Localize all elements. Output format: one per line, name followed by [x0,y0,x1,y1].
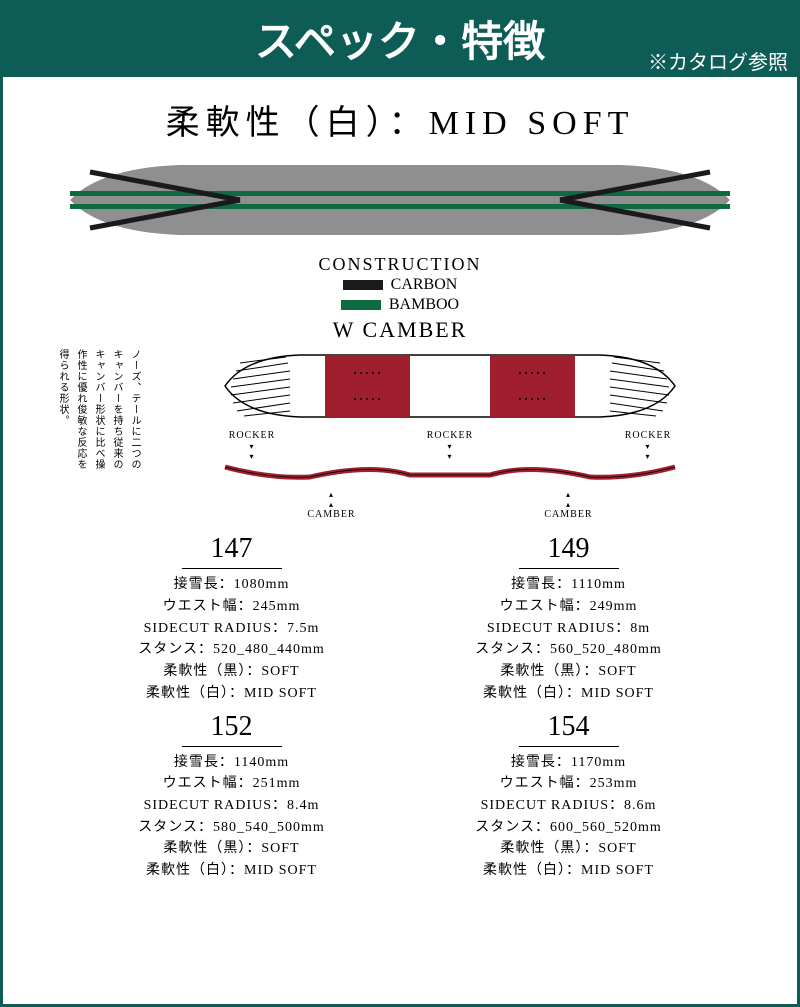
spec-size: 147 [83,533,380,565]
chevron-up-icon: ▴▴ [566,490,571,509]
spec-block: 147 接雪長：1080mmウエスト幅：245mmSIDECUT RADIUS：7… [83,533,380,704]
rocker-label-right: ROCKER▾▾ [625,430,672,461]
spec-separator [519,568,619,569]
spec-line: 柔軟性（黒）：SOFT [83,661,380,683]
spec-line: スタンス：600_560_520mm [420,817,717,839]
camber-diagram: ROCKER▾▾ ROCKER▾▾ ROCKER▾▾ ▴▴CAMBER ▴▴CA… [153,349,747,521]
spec-line: ウエスト幅：253mm [420,773,717,795]
spec-line: 柔軟性（白）：MID SOFT [83,860,380,882]
legend-item-bamboo: BAMBOO [341,296,459,314]
content-area: 柔軟性（白）：MID SOFT CONSTRUCTION CARBON BAMB… [0,77,800,1007]
camber-description: ノーズ、テールに二つのキャンバーを持ち従来のキャンバー形状に比べ操作性に優れ俊敏… [53,349,143,479]
rocker-label-center: ROCKER▾▾ [427,430,474,461]
spec-block: 149 接雪長：1110mmウエスト幅：249mmSIDECUT RADIUS：8… [420,533,717,704]
construction-legend: CARBON BAMBOO [23,275,777,315]
spec-line: 接雪長：1140mm [83,752,380,774]
spec-size: 154 [420,711,717,743]
camber-label-left: ▴▴CAMBER [307,490,355,521]
camber-section: ノーズ、テールに二つのキャンバーを持ち従来のキャンバー形状に比べ操作性に優れ俊敏… [23,349,777,521]
chevron-down-icon: ▾▾ [645,442,650,461]
chevron-down-icon: ▾▾ [249,442,254,461]
camber-labels: ▴▴CAMBER ▴▴CAMBER [153,490,747,521]
rocker-labels: ROCKER▾▾ ROCKER▾▾ ROCKER▾▾ [153,430,747,461]
spec-size: 149 [420,533,717,565]
spec-line: SIDECUT RADIUS：8.4m [83,795,380,817]
spec-block: 154 接雪長：1170mmウエスト幅：253mmSIDECUT RADIUS：8… [420,711,717,882]
construction-title: CONSTRUCTION [23,254,777,275]
spec-line: SIDECUT RADIUS：8.6m [420,795,717,817]
swatch-bamboo [341,300,381,310]
spec-line: 接雪長：1110mm [420,574,717,596]
spec-separator [519,746,619,747]
spec-line: ウエスト幅：251mm [83,773,380,795]
chevron-up-icon: ▴▴ [329,490,334,509]
spec-line: ウエスト幅：245mm [83,596,380,618]
legend-item-carbon: CARBON [343,276,458,294]
legend-label-bamboo: BAMBOO [389,296,459,314]
spec-line: 接雪長：1170mm [420,752,717,774]
spec-line: 柔軟性（白）：MID SOFT [420,683,717,705]
spec-block: 152 接雪長：1140mmウエスト幅：251mmSIDECUT RADIUS：8… [83,711,380,882]
board-top-svg [60,150,740,250]
spec-line: 接雪長：1080mm [83,574,380,596]
spec-line: 柔軟性（黒）：SOFT [83,838,380,860]
spec-line: ウエスト幅：249mm [420,596,717,618]
camber-profile-svg [220,461,680,483]
spec-line: スタンス：560_520_480mm [420,639,717,661]
spec-line: スタンス：580_540_500mm [83,817,380,839]
spec-separator [182,746,282,747]
page-header: スペック・特徴 ※カタログ参照 [0,0,800,77]
swatch-carbon [343,280,383,290]
construction-diagram: CONSTRUCTION CARBON BAMBOO W CAMBER [23,150,777,343]
spec-line: 柔軟性（黒）：SOFT [420,838,717,860]
flex-label: 柔軟性（白）：MID SOFT [23,95,777,144]
spec-line: SIDECUT RADIUS：8m [420,618,717,640]
spec-line: SIDECUT RADIUS：7.5m [83,618,380,640]
chevron-down-icon: ▾▾ [447,442,452,461]
spec-line: 柔軟性（黒）：SOFT [420,661,717,683]
spec-line: 柔軟性（白）：MID SOFT [83,683,380,705]
header-subtitle: ※カタログ参照 [648,46,788,75]
specs-grid: 147 接雪長：1080mmウエスト幅：245mmSIDECUT RADIUS：7… [23,533,777,881]
rocker-label-left: ROCKER▾▾ [229,430,276,461]
spec-line: 柔軟性（白）：MID SOFT [420,860,717,882]
spec-separator [182,568,282,569]
spec-line: スタンス：520_480_440mm [83,639,380,661]
spec-size: 152 [83,711,380,743]
camber-label-right: ▴▴CAMBER [544,490,592,521]
camber-board-svg [220,349,680,423]
camber-title: W CAMBER [23,317,777,343]
legend-label-carbon: CARBON [391,276,458,294]
